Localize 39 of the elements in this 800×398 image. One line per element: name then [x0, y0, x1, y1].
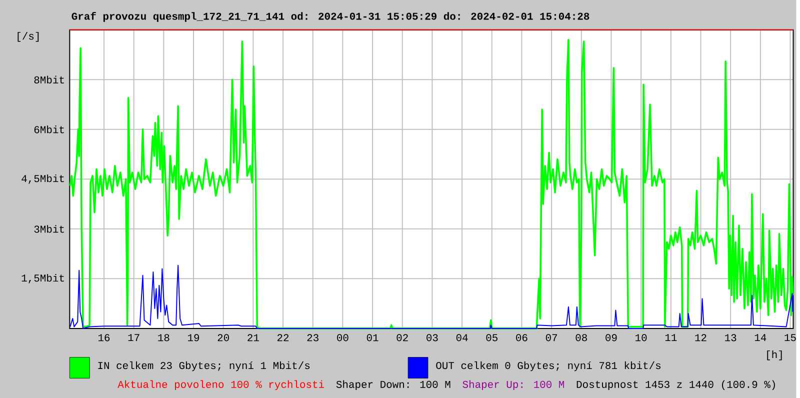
x-tick-label: 11	[665, 334, 677, 341]
x-tick-label: 07	[546, 334, 557, 342]
text: Aktualne povoleno 100 % rychlosti	[118, 380, 324, 390]
line-series	[69, 38, 794, 330]
x-tick-label: 01	[366, 334, 378, 342]
x-axis-title: [h]	[767, 350, 782, 360]
x-tick-label: 00	[337, 334, 348, 342]
text: Shaper Up: 100 M	[462, 380, 564, 390]
text: Shaper Down: 100 M	[336, 380, 450, 390]
x-tick-label: 19	[188, 334, 200, 342]
x-tick-label: 12	[695, 334, 706, 342]
x-tick-label: 04	[456, 334, 468, 342]
y-tick-label: 3Mbit	[34, 225, 64, 233]
x-tick-label: 02	[396, 334, 408, 342]
legend-label: OUT celkem 0 Gbytes; nyní 781 kbit/s	[436, 361, 660, 372]
text: Dostupnost 1453 z 1440 (100.9 %)	[576, 380, 775, 390]
x-tick-label: 09	[606, 334, 617, 342]
x-tick-label: 06	[516, 334, 528, 342]
y-tick-label: 6Mbit	[34, 126, 64, 134]
x-tick-label: 22	[277, 334, 289, 342]
x-tick-label: 21	[248, 334, 259, 342]
x-tick-label: 16	[98, 334, 110, 342]
legend-label: IN celkem 23 Gbytes; nyní 1 Mbit/s	[98, 361, 310, 372]
y-tick-label: 1,5Mbit	[22, 274, 64, 284]
x-tick-label: 23	[307, 334, 318, 342]
x-tick-label: 03	[426, 334, 438, 342]
y-tick-label: 8Mbit	[34, 76, 64, 84]
x-tick-label: 13	[725, 334, 736, 342]
x-tick-label: 20	[218, 334, 229, 342]
x-tick-label: 14	[754, 334, 766, 341]
x-tick-label: 10	[636, 334, 647, 342]
y-tick-label: 4,5Mbit	[22, 174, 64, 184]
x-tick-label: 05	[486, 334, 498, 342]
y-axis-title: [/s]	[18, 32, 39, 42]
x-tick-label: 17	[128, 334, 140, 341]
chart-title: Graf provozu quesmpl_172_21_71_141 od: 2024-01-31 15:05:29 do: 2024-02-01 15:04:28	[72, 12, 590, 22]
x-tick-label: 15	[784, 334, 796, 342]
x-tick-label: 18	[158, 334, 170, 342]
x-tick-label: 08	[576, 334, 587, 342]
